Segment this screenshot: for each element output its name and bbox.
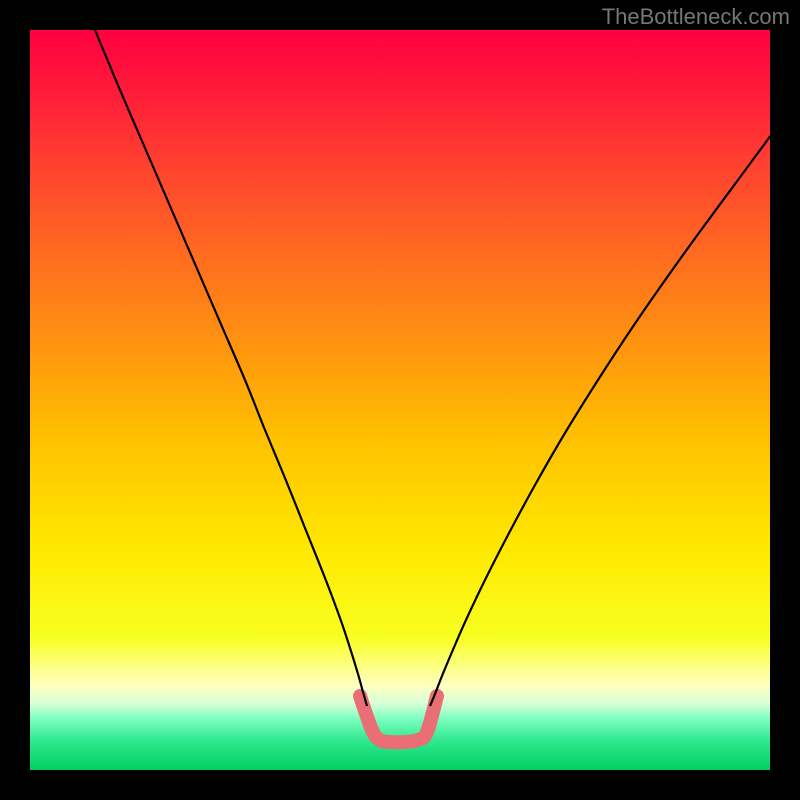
gradient-background [30, 30, 770, 770]
plot-area [30, 30, 770, 770]
canvas: TheBottleneck.com [0, 0, 800, 800]
watermark-text: TheBottleneck.com [602, 4, 790, 30]
